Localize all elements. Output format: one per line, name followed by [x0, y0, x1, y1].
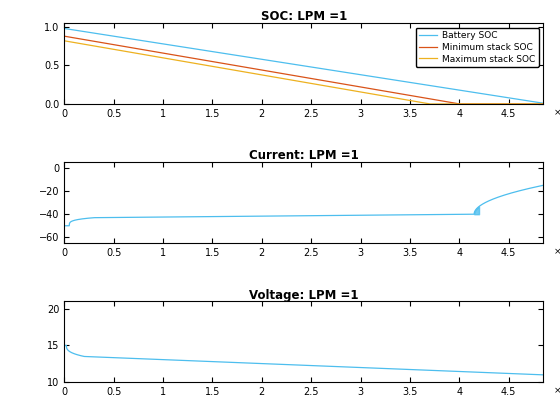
Text: $\times10^4$: $\times10^4$: [553, 105, 560, 118]
Legend: Battery SOC, Minimum stack SOC, Maximum stack SOC: Battery SOC, Minimum stack SOC, Maximum …: [416, 28, 539, 67]
Title: Current: LPM =1: Current: LPM =1: [249, 150, 358, 163]
Title: SOC: LPM =1: SOC: LPM =1: [260, 10, 347, 24]
Text: $\times10^4$: $\times10^4$: [553, 245, 560, 257]
Title: Voltage: LPM =1: Voltage: LPM =1: [249, 289, 358, 302]
Text: $\times10^4$: $\times10^4$: [553, 384, 560, 396]
